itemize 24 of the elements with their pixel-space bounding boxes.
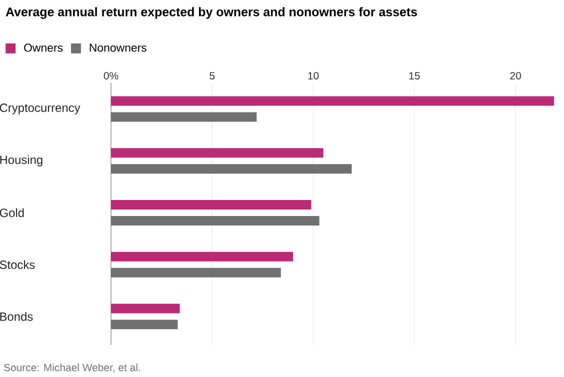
bar (111, 268, 281, 278)
x-tick-label: 20 (510, 72, 521, 80)
bar (111, 96, 554, 106)
y-tick-label: Housing (0, 155, 42, 166)
y-tick-label: Stocks (0, 260, 35, 269)
legend-label: Owners (24, 44, 63, 52)
bar (111, 200, 312, 210)
bar (111, 148, 324, 158)
bar (111, 164, 352, 174)
bar (111, 216, 320, 226)
bar (111, 112, 257, 122)
y-tick-label: Bonds (0, 312, 33, 321)
source-note: Source: Michael Weber, et al. (4, 364, 140, 372)
y-tick-label: Gold (0, 208, 24, 218)
x-tick-label: 10 (308, 72, 319, 80)
legend-label: Nonowners (90, 44, 146, 52)
bar (111, 320, 178, 330)
y-tick-label: Cryptocurrency (0, 104, 80, 114)
x-tick-label: 0% (104, 72, 118, 80)
chart-title: Average annual return expected by owners and nonowners for assets (6, 7, 417, 19)
x-tick-label: 5 (210, 72, 215, 80)
bar (111, 304, 180, 314)
x-tick-label: 15 (409, 72, 420, 80)
bar (111, 252, 294, 262)
